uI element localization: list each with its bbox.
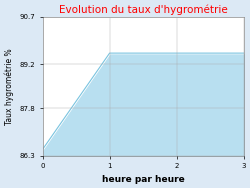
Title: Evolution du taux d'hygrométrie: Evolution du taux d'hygrométrie (59, 4, 228, 15)
X-axis label: heure par heure: heure par heure (102, 175, 184, 184)
Y-axis label: Taux hygrométrie %: Taux hygrométrie % (4, 48, 14, 124)
